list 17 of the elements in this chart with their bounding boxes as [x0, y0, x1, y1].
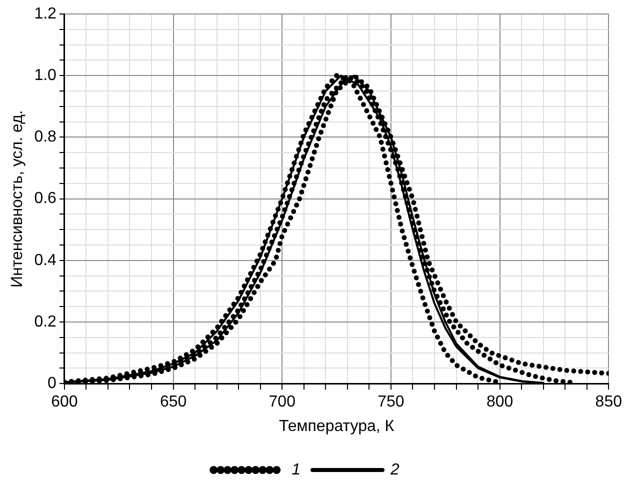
- y-tick-label: 0.2: [34, 313, 57, 330]
- legend-label: 1: [292, 461, 301, 478]
- x-tick-label: 700: [268, 394, 296, 411]
- y-tick-label: 0.8: [34, 128, 57, 146]
- x-axis-title: Температура, К: [278, 418, 395, 435]
- y-axis-title: Интенсивность, усл. ед.: [9, 110, 26, 288]
- legend-label: 2: [390, 461, 400, 478]
- y-tick-label: 0.6: [34, 190, 57, 208]
- y-tick-label: 0.4: [34, 252, 57, 269]
- x-tick-label: 650: [160, 394, 187, 411]
- y-tick-label: 0: [48, 375, 57, 392]
- y-tick-label: 1.0: [34, 67, 57, 84]
- x-tick-label: 850: [595, 394, 622, 411]
- x-tick-label: 750: [378, 394, 404, 411]
- x-tick-label: 600: [51, 394, 78, 411]
- x-tick-label: 800: [486, 394, 514, 411]
- y-tick-label: 1.2: [34, 5, 57, 22]
